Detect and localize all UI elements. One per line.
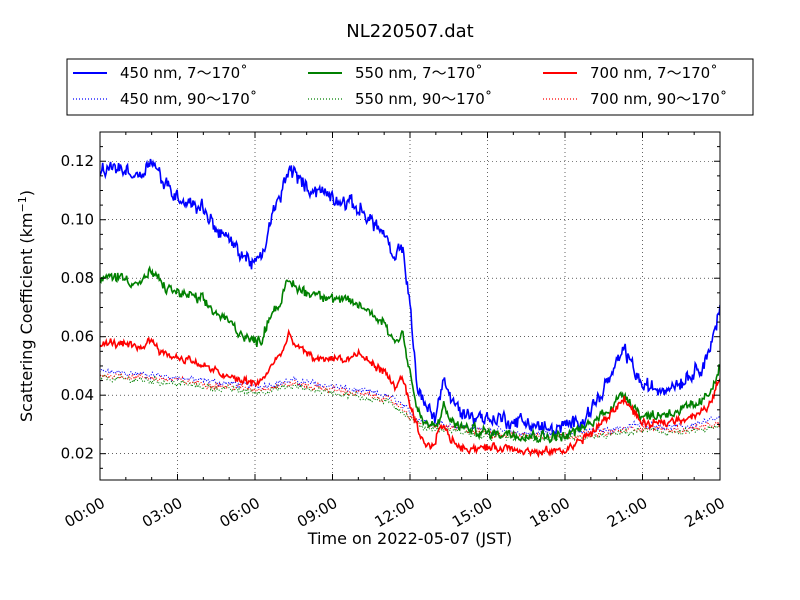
y-axis-label: Scattering Coefficient (km−1): [16, 190, 36, 422]
chart-title: NL220507.dat: [346, 21, 473, 42]
x-axis-label: Time on 2022-05-07 (JST): [307, 529, 512, 548]
legend-label: 550 nm, 90～170˚: [355, 90, 492, 108]
series-layer: [100, 158, 720, 459]
legend-label: 450 nm, 90～170˚: [120, 90, 257, 108]
legend-label: 700 nm, 90～170˚: [590, 90, 727, 108]
x-tick-label: 12:00: [372, 494, 418, 531]
legend-label: 700 nm, 7～170˚: [590, 64, 718, 82]
y-tick-label: 0.04: [61, 386, 94, 404]
x-tick-label: 21:00: [604, 494, 650, 531]
y-tick-label: 0.02: [61, 445, 94, 463]
series-line-1: [100, 367, 720, 440]
y-tick-label: 0.10: [61, 211, 94, 229]
y-axis-label-superscript: −1: [16, 196, 29, 212]
x-tick-label: 06:00: [217, 494, 263, 531]
series-line-4: [100, 328, 720, 459]
x-tick-label: 18:00: [527, 494, 573, 531]
y-axis-label-close: ): [17, 190, 36, 196]
plot-area: [99, 131, 721, 481]
y-axis-label-text: Scattering Coefficient (km: [17, 212, 36, 422]
x-tick-label: 03:00: [139, 494, 185, 531]
y-tick-label: 0.08: [61, 269, 94, 287]
x-tick-label: 15:00: [449, 494, 495, 531]
x-tick-labels: 00:00 03:00 06:00 09:00 12:00 15:00 18:00 21:00…: [62, 494, 728, 531]
plot-frame: [99, 131, 721, 481]
legend-label: 550 nm, 7～170˚: [355, 64, 483, 82]
y-tick-labels: 0.02 0.04 0.06 0.08 0.10 0.12: [61, 152, 94, 462]
legend-frame: [66, 58, 754, 116]
x-tick-label: 09:00: [294, 494, 340, 531]
legend: 450 nm, 7～170˚ 450 nm, 90～170˚ 550 nm, 7～1…: [66, 58, 754, 116]
x-tick-label: 24:00: [682, 494, 728, 531]
y-tick-label: 0.12: [61, 152, 94, 170]
legend-label: 450 nm, 7～170˚: [120, 64, 248, 82]
x-tick-label: 00:00: [62, 494, 108, 531]
series-line-2: [100, 265, 720, 444]
series-line-0: [100, 158, 720, 436]
grid: [100, 132, 720, 480]
y-tick-label: 0.06: [61, 328, 94, 346]
